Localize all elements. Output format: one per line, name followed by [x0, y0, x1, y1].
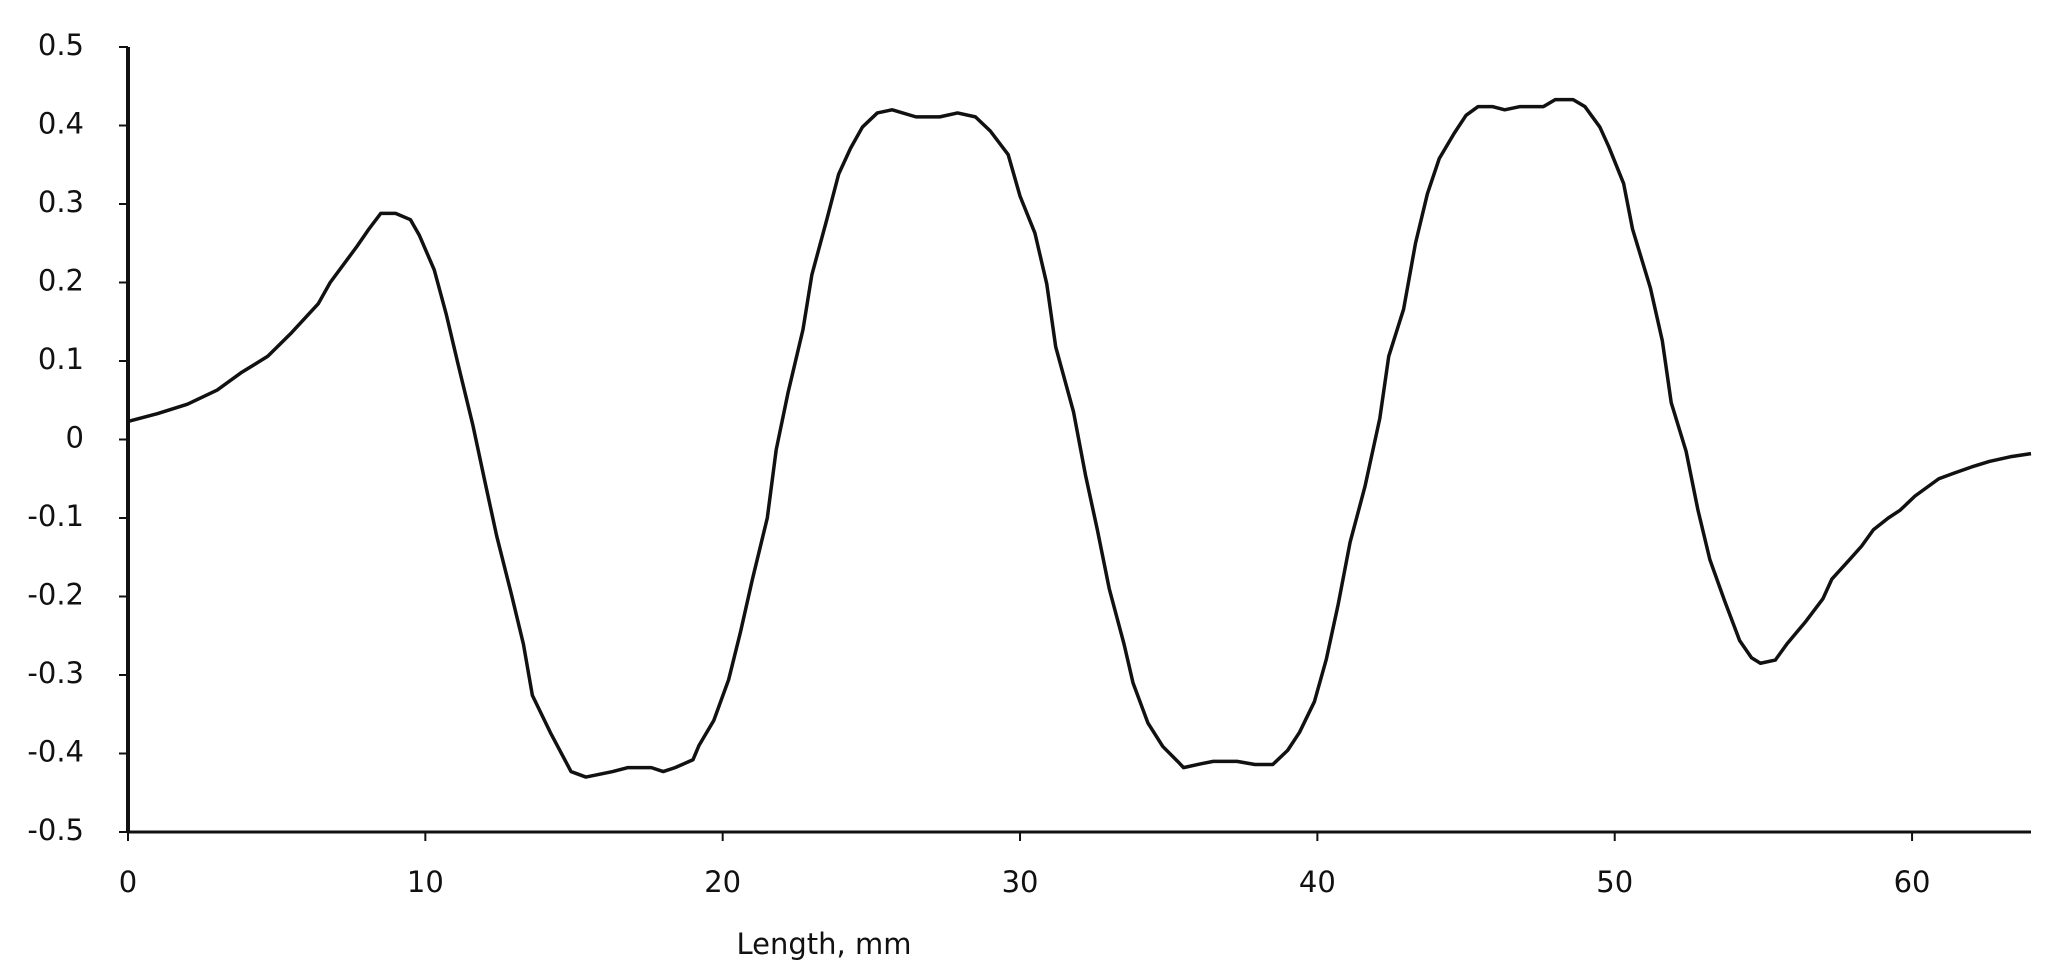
y-tick-label: -0.4	[27, 735, 84, 769]
x-axis-label: Length, mm	[737, 927, 912, 961]
y-tick-label: 0.2	[38, 264, 84, 298]
y-tick-label: 0.1	[38, 342, 84, 376]
y-tick-label: -0.5	[27, 813, 84, 847]
x-tick-label: 50	[1596, 865, 1633, 899]
y-tick-label: 0.3	[38, 185, 84, 219]
x-tick-label: 20	[704, 865, 741, 899]
y-tick-label: -0.3	[27, 656, 84, 690]
x-tick-label: 30	[1002, 865, 1039, 899]
x-tick-label: 10	[407, 865, 444, 899]
y-tick-label: -0.1	[27, 499, 84, 533]
data-line	[127, 97, 2032, 779]
y-tick-label: -0.2	[27, 578, 84, 612]
x-tick-label: 0	[119, 865, 137, 899]
y-tick-label: 0	[66, 421, 84, 455]
x-tick-label: 40	[1299, 865, 1336, 899]
x-tick-label: 60	[1894, 865, 1931, 899]
y-tick-label: 0.4	[38, 107, 84, 141]
y-tick-label: 0.5	[38, 28, 84, 62]
